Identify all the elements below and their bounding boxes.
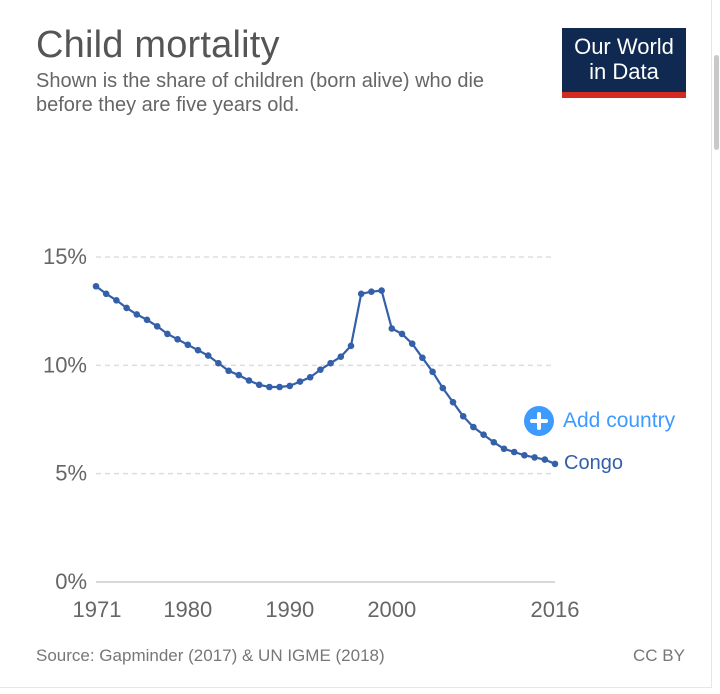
- data-point: [510, 448, 518, 456]
- data-point: [388, 325, 396, 332]
- data-point: [429, 368, 436, 376]
- x-tick-label: 1990: [265, 597, 314, 622]
- data-point: [317, 366, 324, 373]
- data-point: [551, 460, 559, 468]
- x-tick-label: 1980: [163, 597, 212, 622]
- x-tick-label: 2000: [367, 597, 416, 622]
- logo-line-1: Our World: [574, 34, 674, 59]
- series-line: [95, 285, 556, 465]
- data-point: [306, 373, 314, 381]
- data-point: [153, 323, 161, 330]
- data-point: [194, 346, 202, 354]
- data-point: [480, 431, 487, 438]
- plus-circle-icon: [524, 406, 554, 436]
- data-point: [184, 341, 192, 349]
- add-country-label: Add country: [563, 409, 676, 432]
- source-note[interactable]: Source: Gapminder (2017) & UN IGME (2018…: [36, 646, 385, 665]
- data-point: [245, 377, 253, 384]
- x-tick-label: 2016: [531, 597, 580, 622]
- owid-logo[interactable]: Our World in Data: [562, 28, 686, 98]
- data-point: [225, 367, 232, 375]
- scrollbar[interactable]: [714, 55, 719, 150]
- data-point: [266, 383, 273, 391]
- data-point: [123, 304, 130, 312]
- chart-title: Child mortality: [36, 24, 280, 66]
- data-point: [296, 378, 304, 385]
- data-point: [204, 352, 212, 359]
- data-point: [490, 438, 498, 446]
- data-point: [419, 354, 426, 362]
- series-label-congo: Congo: [564, 452, 623, 474]
- data-point: [470, 423, 477, 431]
- data-point: [398, 330, 406, 338]
- y-tick-label: 15%: [43, 244, 87, 269]
- logo-line-2: in Data: [589, 59, 659, 84]
- data-point: [235, 371, 243, 379]
- data-point: [449, 398, 457, 406]
- data-point: [174, 336, 181, 343]
- y-tick-label: 0%: [55, 569, 87, 594]
- add-country-button[interactable]: Add country: [524, 405, 675, 437]
- data-point: [215, 359, 222, 367]
- license-link[interactable]: CC BY: [633, 646, 685, 665]
- data-point: [164, 330, 171, 338]
- data-point: [327, 359, 334, 367]
- data-point: [368, 288, 375, 295]
- data-point: [113, 297, 120, 304]
- data-point: [408, 340, 416, 347]
- data-point: [439, 384, 447, 392]
- data-point: [378, 287, 385, 294]
- chart-subtitle: Shown is the share of children (born ali…: [36, 70, 485, 116]
- y-tick-label: 5%: [55, 461, 87, 486]
- data-point: [255, 381, 263, 389]
- y-tick-label: 10%: [43, 352, 87, 377]
- data-point: [337, 353, 345, 360]
- data-point: [276, 383, 283, 391]
- data-point: [102, 290, 110, 298]
- x-tick-label: 1971: [73, 597, 122, 622]
- data-point: [286, 382, 294, 390]
- data-point: [133, 311, 141, 318]
- data-point: [357, 290, 365, 298]
- data-point: [521, 451, 528, 459]
- data-point: [531, 454, 538, 461]
- data-point: [541, 456, 549, 463]
- data-point: [92, 282, 100, 290]
- data-point: [347, 342, 355, 350]
- data-point: [143, 316, 151, 324]
- data-point: [459, 412, 467, 420]
- data-point: [500, 445, 508, 453]
